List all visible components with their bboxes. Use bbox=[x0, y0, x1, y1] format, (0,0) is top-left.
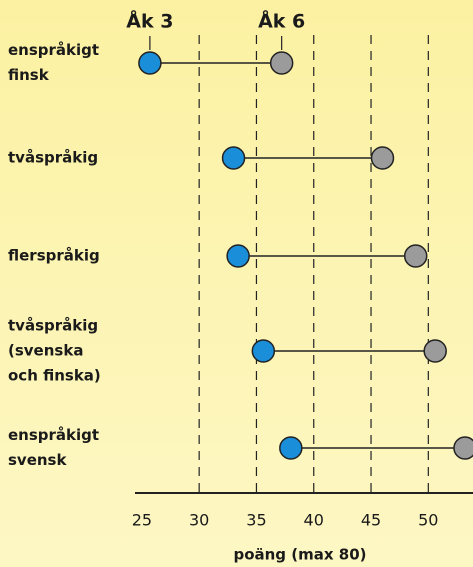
legend-label: Åk 6 bbox=[258, 9, 305, 33]
category-label: finsk bbox=[8, 66, 50, 84]
dot bbox=[370, 146, 395, 170]
legend-label: Åk 3 bbox=[126, 9, 173, 33]
category-label: tvåspråkig bbox=[8, 149, 98, 167]
category-label: enspråkigt bbox=[8, 426, 99, 444]
dot bbox=[138, 51, 162, 75]
dot bbox=[221, 146, 246, 170]
dot bbox=[251, 339, 276, 363]
x-axis-label: poäng (max 80) bbox=[233, 546, 366, 564]
category-label: enspråkigt bbox=[8, 41, 99, 59]
category-label: flerspråkig bbox=[8, 247, 100, 265]
dot bbox=[269, 51, 294, 75]
dot bbox=[453, 436, 473, 460]
x-tick-label: 25 bbox=[132, 511, 152, 530]
dot bbox=[423, 339, 447, 363]
dot bbox=[226, 244, 250, 268]
x-tick-label: 45 bbox=[361, 511, 381, 530]
dot bbox=[279, 436, 303, 460]
x-tick-label: 30 bbox=[189, 511, 209, 530]
category-label: och finska) bbox=[8, 367, 101, 385]
x-tick-label: 40 bbox=[304, 511, 324, 530]
dot bbox=[403, 244, 428, 268]
category-label: (svenska bbox=[8, 342, 83, 360]
category-label: svensk bbox=[8, 451, 67, 469]
category-label: tvåspråkig bbox=[8, 317, 98, 335]
x-tick-label: 35 bbox=[246, 511, 266, 530]
x-tick-label: 50 bbox=[418, 511, 438, 530]
